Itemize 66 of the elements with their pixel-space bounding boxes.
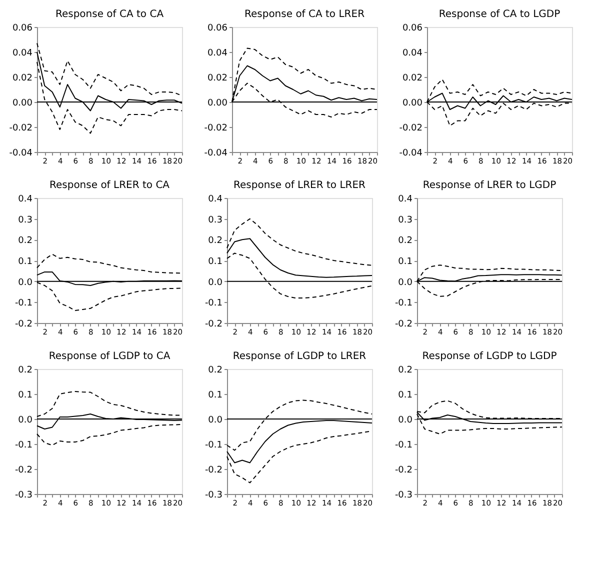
y-tick-label: 0.3 xyxy=(208,215,222,226)
y-tick-label: 0.04 xyxy=(402,48,423,58)
y-tick-label: 0.1 xyxy=(18,390,32,400)
y-tick-label: 0.1 xyxy=(208,390,222,400)
y-tick-label: 0.06 xyxy=(12,24,33,34)
chart-title: Response of CA to LRER xyxy=(244,9,365,20)
chart-title: Response of LRER to LRER xyxy=(234,180,366,191)
y-tick-label: 0.3 xyxy=(18,215,32,226)
chart-title: Response of LGDP to LGDP xyxy=(422,351,557,362)
y-tick-label: -0.1 xyxy=(204,298,222,309)
y-tick-label: 0.00 xyxy=(402,98,423,108)
y-tick-label: 0.2 xyxy=(18,366,32,376)
chart-title: Response of LRER to LGDP xyxy=(422,180,556,191)
y-tick-label: -0.2 xyxy=(394,466,412,476)
y-tick-label: 0.3 xyxy=(398,215,412,226)
y-tick-label: -0.04 xyxy=(204,148,228,158)
y-tick-label: 0.2 xyxy=(398,236,412,246)
y-tick-label: 0.06 xyxy=(207,24,228,34)
y-tick-label: 0.4 xyxy=(18,194,33,204)
y-tick-label: 0.02 xyxy=(207,74,228,84)
y-tick-label: 0.00 xyxy=(207,98,228,108)
chart-title: Response of LGDP to CA xyxy=(48,351,170,362)
y-tick-label: -0.3 xyxy=(204,490,222,500)
y-tick-label: 0.0 xyxy=(208,278,223,288)
y-tick-label: -0.2 xyxy=(204,466,222,476)
y-tick-label: -0.1 xyxy=(14,440,32,450)
y-tick-label: 0.1 xyxy=(208,257,222,267)
y-tick-label: 0.0 xyxy=(18,278,33,288)
y-tick-label: 0.2 xyxy=(208,236,222,246)
y-tick-label: -0.1 xyxy=(394,298,412,309)
y-tick-label: 0.2 xyxy=(398,366,412,376)
y-tick-label: 0.0 xyxy=(398,416,413,426)
y-tick-label: -0.02 xyxy=(9,124,32,134)
y-tick-label: -0.1 xyxy=(204,440,222,450)
chart-title: Response of CA to LGDP xyxy=(438,9,560,20)
y-tick-label: 0.04 xyxy=(12,48,33,58)
y-tick-label: -0.04 xyxy=(9,148,33,158)
y-tick-label: 0.00 xyxy=(12,98,33,108)
y-tick-label: 0.04 xyxy=(207,48,228,58)
y-tick-label: 0.06 xyxy=(402,24,423,34)
y-tick-label: 0.4 xyxy=(398,194,413,204)
y-tick-label: -0.02 xyxy=(399,124,422,134)
y-tick-label: 0.0 xyxy=(398,278,413,288)
y-tick-label: 0.02 xyxy=(12,74,32,84)
y-tick-label: -0.1 xyxy=(394,440,412,450)
y-tick-label: -0.02 xyxy=(204,124,228,134)
y-tick-label: 0.0 xyxy=(208,416,223,426)
y-tick-label: -0.04 xyxy=(399,148,423,158)
y-tick-label: -0.1 xyxy=(14,298,32,309)
y-tick-label: 0.2 xyxy=(18,236,32,246)
y-tick-label: 0.0 xyxy=(18,416,33,426)
y-tick-label: 0.1 xyxy=(398,390,412,400)
y-tick-label: -0.2 xyxy=(204,320,222,330)
y-tick-label: 0.1 xyxy=(398,257,412,267)
y-tick-label: -0.2 xyxy=(394,320,412,330)
chart-title: Response of LRER to CA xyxy=(49,180,170,191)
y-tick-label: -0.2 xyxy=(14,466,32,476)
chart-title: Response of CA to CA xyxy=(55,9,164,20)
y-tick-label: -0.3 xyxy=(14,490,32,500)
y-tick-label: -0.2 xyxy=(14,320,32,330)
y-tick-label: -0.3 xyxy=(394,490,412,500)
y-tick-label: 0.2 xyxy=(208,366,222,376)
y-tick-label: 0.4 xyxy=(208,194,223,204)
y-tick-label: 0.1 xyxy=(18,257,32,267)
chart-title: Response of LGDP to LRER xyxy=(232,351,366,362)
y-tick-label: 0.02 xyxy=(402,74,422,84)
